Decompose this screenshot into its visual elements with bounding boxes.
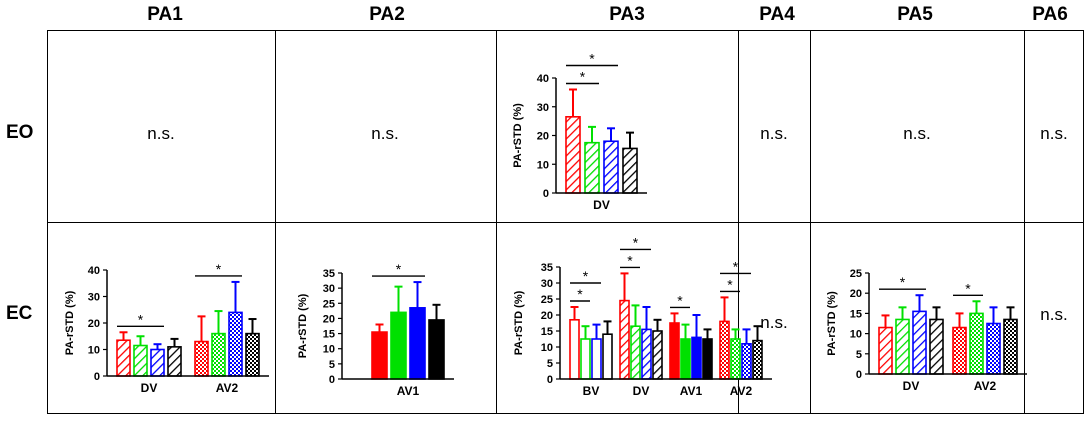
y-tick-label: 20: [537, 131, 549, 143]
group-label: BV: [583, 384, 600, 398]
y-tick-label: 0: [547, 374, 553, 386]
y-tick-label: 10: [323, 344, 335, 356]
grid-line-col-4: [810, 30, 811, 414]
grid-line-col-5: [1024, 30, 1025, 414]
y-tick-label: 40: [537, 73, 549, 85]
y-tick-label: 15: [323, 329, 335, 341]
bar-av2-green: [969, 312, 984, 375]
group-label: AV2: [730, 384, 753, 398]
y-axis-label: PA-rSTD (%): [64, 290, 76, 355]
ns-label-ec-pa4: n.s.: [760, 313, 788, 332]
y-axis-label: PA-rSTD (%): [513, 290, 525, 355]
y-tick-label: 30: [537, 102, 549, 114]
ns-label-eo-pa2: n.s.: [371, 124, 399, 143]
row-header-ec: EC: [6, 303, 33, 324]
y-axis-label: PA-rSTD (%): [512, 103, 524, 168]
significance-star: *: [216, 261, 222, 277]
y-tick-label: 30: [541, 278, 553, 290]
significance-star: *: [577, 286, 583, 302]
column-header-pa2: PA2: [369, 4, 405, 25]
significance-star: *: [900, 274, 906, 290]
grid-line-top: [47, 30, 1084, 31]
bar-av2-blue: [986, 322, 1001, 375]
y-tick-label: 25: [323, 298, 335, 310]
bar-dv-black: [929, 318, 944, 375]
y-tick-label: 20: [88, 318, 100, 330]
grid-line-col-1: [275, 30, 276, 414]
y-tick-label: 10: [88, 345, 100, 357]
significance-star: *: [727, 276, 733, 292]
y-tick-label: 0: [329, 374, 335, 386]
group-label: AV2: [216, 381, 239, 395]
significance-star: *: [583, 268, 589, 284]
column-header-pa1: PA1: [147, 4, 183, 25]
y-tick-label: 30: [88, 292, 100, 304]
y-tick-label: 15: [541, 326, 553, 338]
column-header-pa3: PA3: [609, 4, 645, 25]
group-label: DV: [633, 384, 650, 398]
grid-line-left: [47, 30, 48, 414]
y-tick-label: 0: [94, 371, 100, 383]
significance-star: *: [627, 252, 633, 268]
y-tick-label: 10: [537, 159, 549, 171]
bar-av2-black: [1003, 318, 1018, 375]
y-tick-label: 0: [543, 188, 549, 200]
group-label: AV1: [397, 384, 420, 398]
grid-line-middle: [47, 222, 1084, 223]
y-tick-label: 10: [850, 329, 862, 341]
significance-star: *: [965, 280, 971, 296]
significance-star: *: [580, 69, 586, 85]
significance-star: *: [733, 258, 739, 274]
y-tick-label: 35: [541, 262, 553, 274]
significance-star: *: [633, 234, 639, 250]
y-tick-label: 35: [323, 268, 335, 280]
y-tick-label: 30: [323, 283, 335, 295]
row-header-eo: EO: [6, 122, 34, 143]
y-tick-label: 40: [88, 265, 100, 277]
y-tick-label: 20: [850, 288, 862, 300]
y-tick-label: 25: [850, 268, 862, 280]
bar-dv-blue: [912, 310, 927, 375]
y-tick-label: 25: [541, 294, 553, 306]
ns-label-ec-pa6: n.s.: [1040, 305, 1068, 324]
y-axis-label: PA-rSTD (%): [826, 291, 838, 356]
y-tick-label: 5: [547, 358, 553, 370]
y-tick-label: 5: [329, 359, 335, 371]
column-header-pa4: PA4: [759, 4, 795, 25]
y-tick-label: 5: [856, 349, 862, 361]
grid-line-bottom: [47, 413, 1084, 414]
y-tick-label: 10: [541, 342, 553, 354]
y-tick-label: 15: [850, 308, 862, 320]
ns-label-eo-pa6: n.s.: [1040, 124, 1068, 143]
group-label: DV: [141, 381, 158, 395]
group-label: AV2: [974, 379, 997, 393]
group-label: DV: [903, 379, 920, 393]
grid-line-col-2: [496, 30, 497, 414]
column-header-pa6: PA6: [1032, 4, 1068, 25]
y-axis-label: PA-rSTD (%): [297, 293, 309, 358]
column-header-pa5: PA5: [897, 4, 933, 25]
significance-star: *: [589, 51, 595, 67]
grid-line-col-3: [738, 30, 739, 414]
bar-dv-red: [878, 326, 893, 375]
y-tick-label: 20: [541, 310, 553, 322]
ns-label-eo-pa1: n.s.: [147, 124, 175, 143]
y-tick-label: 0: [856, 369, 862, 381]
group-label: AV1: [680, 384, 703, 398]
significance-star: *: [677, 292, 683, 308]
group-label: DV: [593, 198, 610, 212]
bar-av2-red: [952, 326, 967, 375]
significance-star: *: [396, 261, 402, 277]
y-tick-label: 20: [323, 313, 335, 325]
bar-dv-green: [895, 318, 910, 375]
ns-label-eo-pa5: n.s.: [903, 124, 931, 143]
significance-star: *: [138, 311, 144, 327]
ns-label-eo-pa4: n.s.: [760, 124, 788, 143]
